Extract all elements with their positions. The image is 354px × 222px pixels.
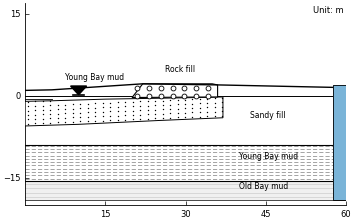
Bar	[332, 85, 346, 200]
Polygon shape	[25, 93, 346, 145]
Text: Sandy fill: Sandy fill	[250, 111, 285, 119]
Bar	[332, 85, 346, 200]
Polygon shape	[25, 97, 223, 126]
Bar	[25, 181, 346, 200]
Polygon shape	[132, 84, 218, 97]
Text: Old Bay mud: Old Bay mud	[239, 182, 288, 191]
Bar	[25, 145, 346, 181]
Text: Young Bay mud: Young Bay mud	[65, 73, 124, 82]
Polygon shape	[70, 86, 87, 95]
Text: Unit: m: Unit: m	[313, 6, 343, 14]
Text: Young Bay mud: Young Bay mud	[239, 152, 298, 161]
Text: Rock fill: Rock fill	[165, 65, 195, 74]
